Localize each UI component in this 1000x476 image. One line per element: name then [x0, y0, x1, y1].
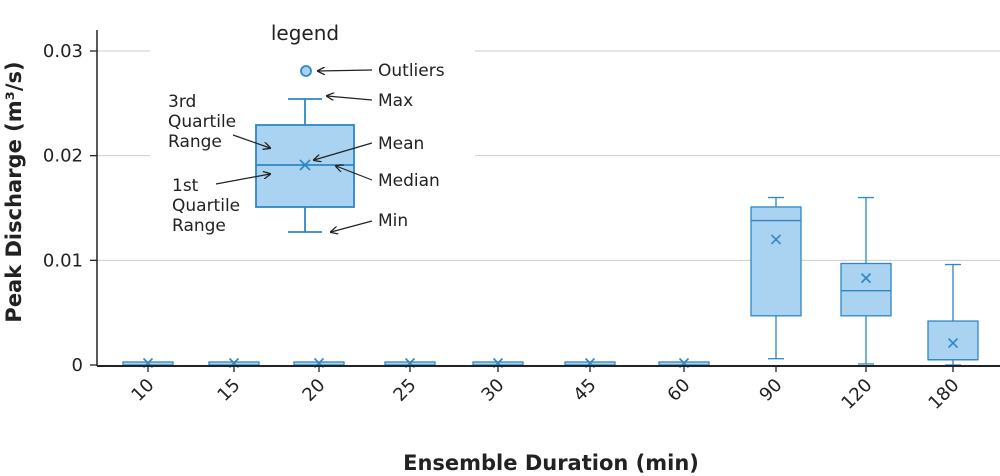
y-axis-title: Peak Discharge (m³/s)	[2, 61, 26, 322]
y-tick-label: 0	[72, 355, 83, 376]
legend-title: legend	[271, 21, 339, 45]
legend-label-median: Median	[378, 171, 440, 191]
x-tick-label: 15	[213, 375, 244, 406]
legend-label-max: Max	[378, 91, 413, 111]
mean-marker	[770, 234, 782, 245]
box-body	[750, 206, 802, 317]
x-tick-label: 25	[389, 375, 420, 406]
mean-stroke	[947, 337, 959, 349]
mean-stroke	[860, 273, 872, 284]
legend: legend Outliers Max Mean Median Min 3rd …	[150, 14, 475, 252]
legend-mean-marker	[299, 159, 311, 171]
arrow-q3	[232, 134, 270, 148]
arrow-max	[327, 96, 373, 100]
box-body	[840, 262, 892, 317]
legend-arrows	[215, 70, 373, 232]
mean-stroke	[770, 234, 782, 245]
legend-label-outliers: Outliers	[378, 61, 445, 81]
y-tick-label: 0.03	[43, 41, 83, 62]
legend-label-mean: Mean	[378, 134, 424, 154]
box-90	[750, 196, 802, 360]
x-axis-ticks: 10 15 20 25 30 45 60 90 120 180	[127, 366, 964, 414]
x-tick-label: 30	[477, 375, 508, 406]
box-180	[927, 263, 979, 366]
box-body	[927, 320, 979, 361]
legend-label-q1: 1st Quartile Range	[172, 176, 246, 236]
x-tick-label: 10	[127, 375, 158, 406]
legend-outlier-marker	[300, 65, 312, 77]
x-tick-label: 120	[837, 375, 876, 414]
y-tick-label: 0.01	[43, 250, 83, 271]
arrow-min	[331, 220, 373, 232]
arrow-q1	[215, 174, 270, 185]
x-tick-label: 180	[924, 375, 963, 414]
y-axis-ticks: 0 0.01 0.02 0.03	[43, 41, 97, 376]
legend-label-min: Min	[378, 211, 408, 231]
y-tick-label: 0.02	[43, 146, 83, 167]
x-tick-label: 60	[663, 375, 694, 406]
box-series	[122, 196, 979, 369]
x-tick-label: 45	[569, 375, 600, 406]
x-tick-label: 20	[298, 375, 329, 406]
mean-marker	[947, 337, 959, 349]
box-120	[840, 196, 892, 365]
arrow-outliers	[318, 70, 373, 71]
x-axis-title: Ensemble Duration (min)	[403, 451, 699, 475]
x-tick-label: 90	[755, 375, 786, 406]
arrow-mean	[314, 142, 373, 160]
legend-label-q3: 3rd Quartile Range	[168, 92, 242, 152]
mean-marker	[860, 273, 872, 284]
arrow-median	[336, 166, 373, 181]
